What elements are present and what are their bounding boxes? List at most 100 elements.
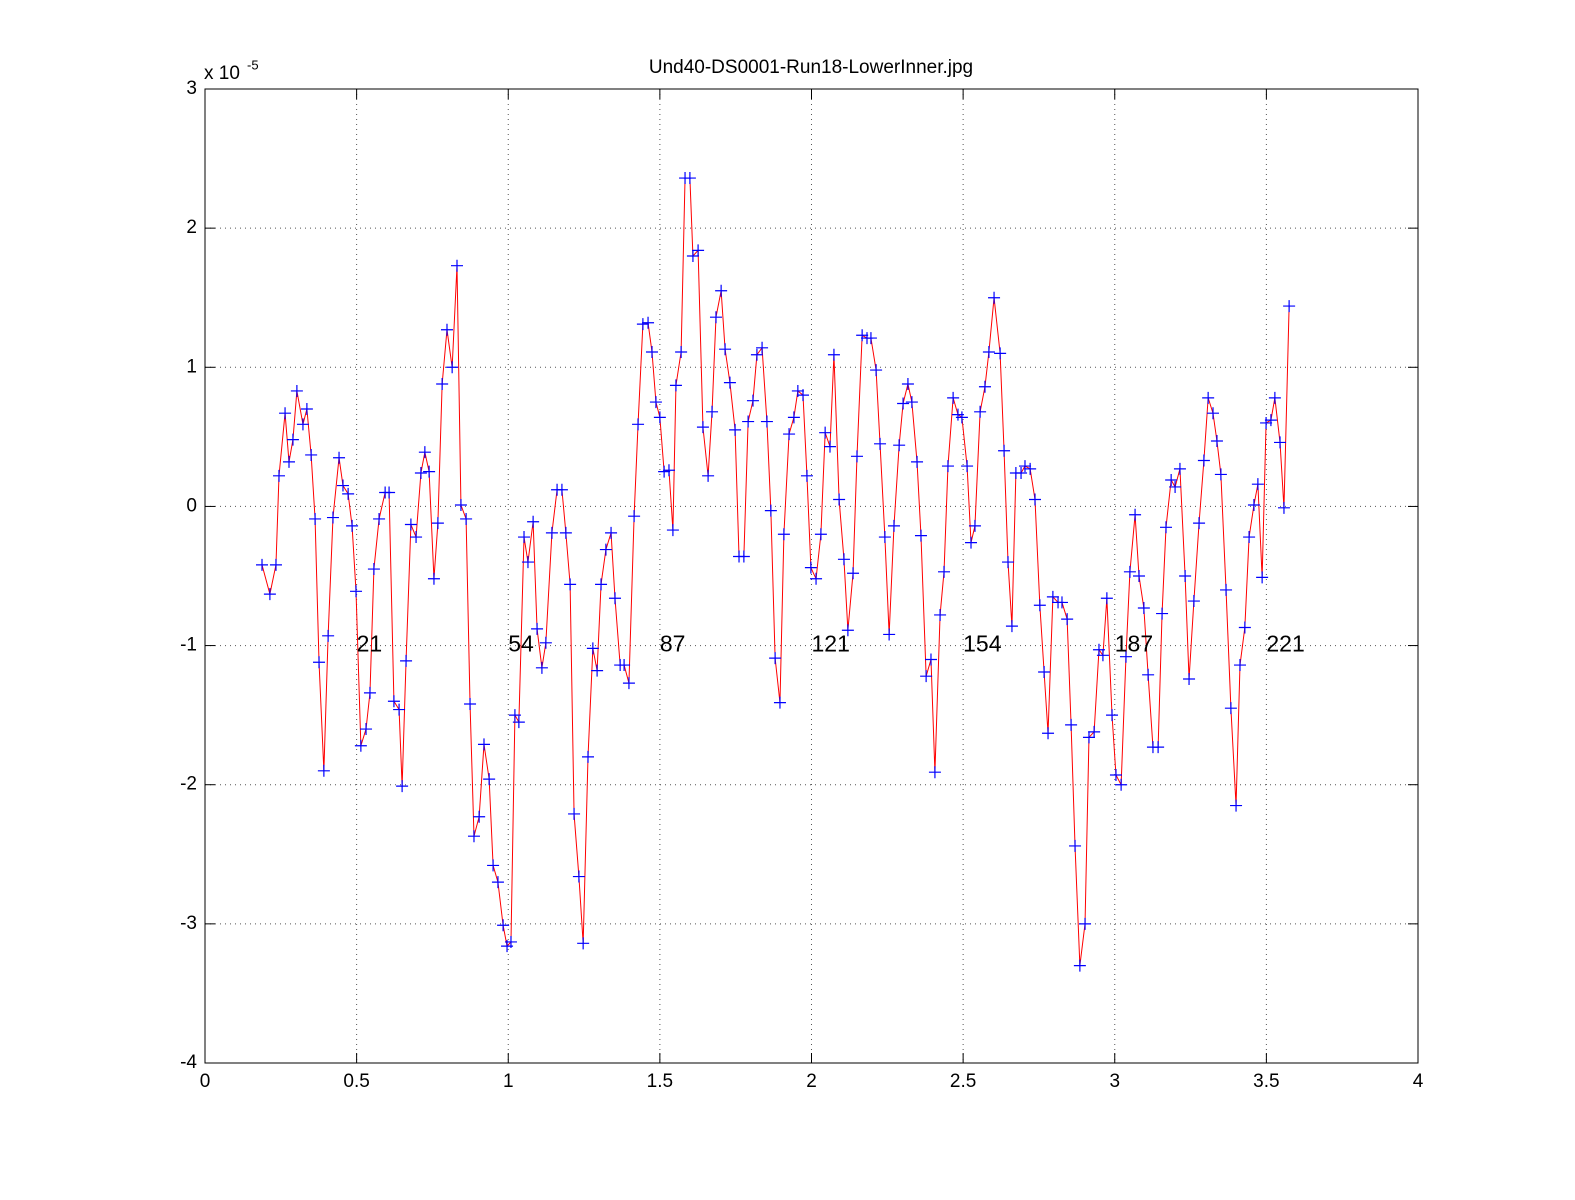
data-marker: [599, 543, 612, 556]
data-marker: [1137, 602, 1150, 615]
data-marker: [662, 464, 675, 477]
data-marker: [709, 311, 722, 324]
axes-box: [204, 88, 1419, 1064]
data-marker: [1165, 473, 1178, 486]
data-marker: [1119, 650, 1132, 663]
y-tick-label: 0: [186, 495, 197, 516]
x-tick-label: 0.5: [343, 1071, 369, 1092]
data-marker: [642, 316, 655, 329]
x-tick-label: 3.5: [1253, 1071, 1279, 1092]
data-marker: [968, 519, 981, 532]
data-marker: [1123, 565, 1136, 578]
data-marker: [595, 578, 608, 591]
data-marker: [333, 451, 346, 464]
data-marker: [1042, 727, 1055, 740]
data-marker: [769, 652, 782, 665]
data-marker: [1173, 462, 1186, 475]
data-marker: [491, 876, 504, 889]
data-marker: [715, 284, 728, 297]
data-marker: [393, 703, 406, 716]
data-marker: [464, 698, 477, 711]
data-marker: [1183, 672, 1196, 685]
data-marker: [683, 172, 696, 185]
data-marker: [326, 511, 339, 524]
data-marker: [451, 259, 464, 272]
data-marker: [636, 318, 649, 331]
data-marker: [487, 859, 500, 872]
data-marker: [1260, 416, 1273, 429]
data-marker: [350, 585, 363, 598]
data-marker: [773, 696, 786, 709]
data-marker: [283, 455, 295, 468]
data-marker: [1029, 493, 1041, 506]
data-marker: [686, 249, 699, 262]
data-marker: [833, 493, 846, 506]
data-marker: [431, 517, 444, 530]
data-marker: [692, 244, 705, 257]
data-marker: [827, 348, 840, 361]
data-marker: [387, 695, 400, 708]
data-marker: [1156, 607, 1169, 620]
data-marker: [305, 448, 318, 461]
data-marker: [658, 465, 671, 478]
data-marker: [897, 397, 910, 410]
data-marker: [290, 384, 303, 397]
x-tick-label: 0: [200, 1071, 211, 1092]
data-marker: [608, 592, 621, 605]
data-marker: [539, 636, 552, 649]
data-marker: [436, 377, 449, 390]
data-marker: [1024, 462, 1037, 475]
data-marker: [928, 766, 941, 779]
data-marker: [982, 345, 995, 358]
data-marker: [1069, 839, 1082, 852]
data-marker: [313, 656, 326, 669]
data-marker: [521, 556, 534, 569]
data-marker: [317, 764, 330, 777]
data-marker: [256, 558, 269, 571]
data-marker: [454, 499, 467, 512]
data-marker: [279, 407, 292, 420]
data-marker: [414, 467, 427, 480]
data-marker: [934, 608, 947, 621]
data-marker: [1207, 407, 1219, 420]
data-marker: [1268, 391, 1281, 404]
data-marker: [1079, 917, 1092, 930]
data-marker: [591, 664, 604, 677]
data-marker: [272, 469, 285, 482]
data-marker: [965, 536, 978, 549]
data-marker: [1169, 480, 1182, 493]
data-marker: [527, 515, 540, 528]
y-tick-label: -1: [180, 635, 197, 656]
data-marker: [518, 531, 531, 544]
data-marker: [1264, 414, 1277, 427]
y-scale-base: x 10: [204, 63, 240, 84]
data-marker: [622, 677, 635, 690]
data-marker: [342, 487, 355, 500]
annotation: 87: [660, 631, 686, 657]
data-marker: [1256, 571, 1269, 584]
data-marker: [360, 723, 373, 736]
data-marker: [737, 550, 750, 563]
data-marker: [810, 572, 823, 585]
data-marker: [404, 518, 417, 531]
data-marker: [577, 937, 590, 950]
data-marker: [696, 421, 709, 434]
data-marker: [974, 405, 987, 418]
data-marker: [410, 531, 423, 544]
data-marker: [373, 512, 386, 525]
data-marker: [814, 528, 827, 541]
annotation: 21: [357, 631, 383, 657]
data-marker: [512, 716, 525, 729]
data-marker: [504, 935, 517, 948]
data-marker: [1096, 649, 1109, 662]
data-marker: [819, 426, 832, 439]
x-tick-label: 3: [1109, 1071, 1120, 1092]
data-marker: [823, 440, 836, 453]
data-marker: [1065, 718, 1078, 731]
y-tick-label: -4: [180, 1052, 197, 1073]
data-marker: [535, 661, 548, 674]
data-marker: [1214, 468, 1227, 481]
data-marker: [887, 519, 900, 532]
